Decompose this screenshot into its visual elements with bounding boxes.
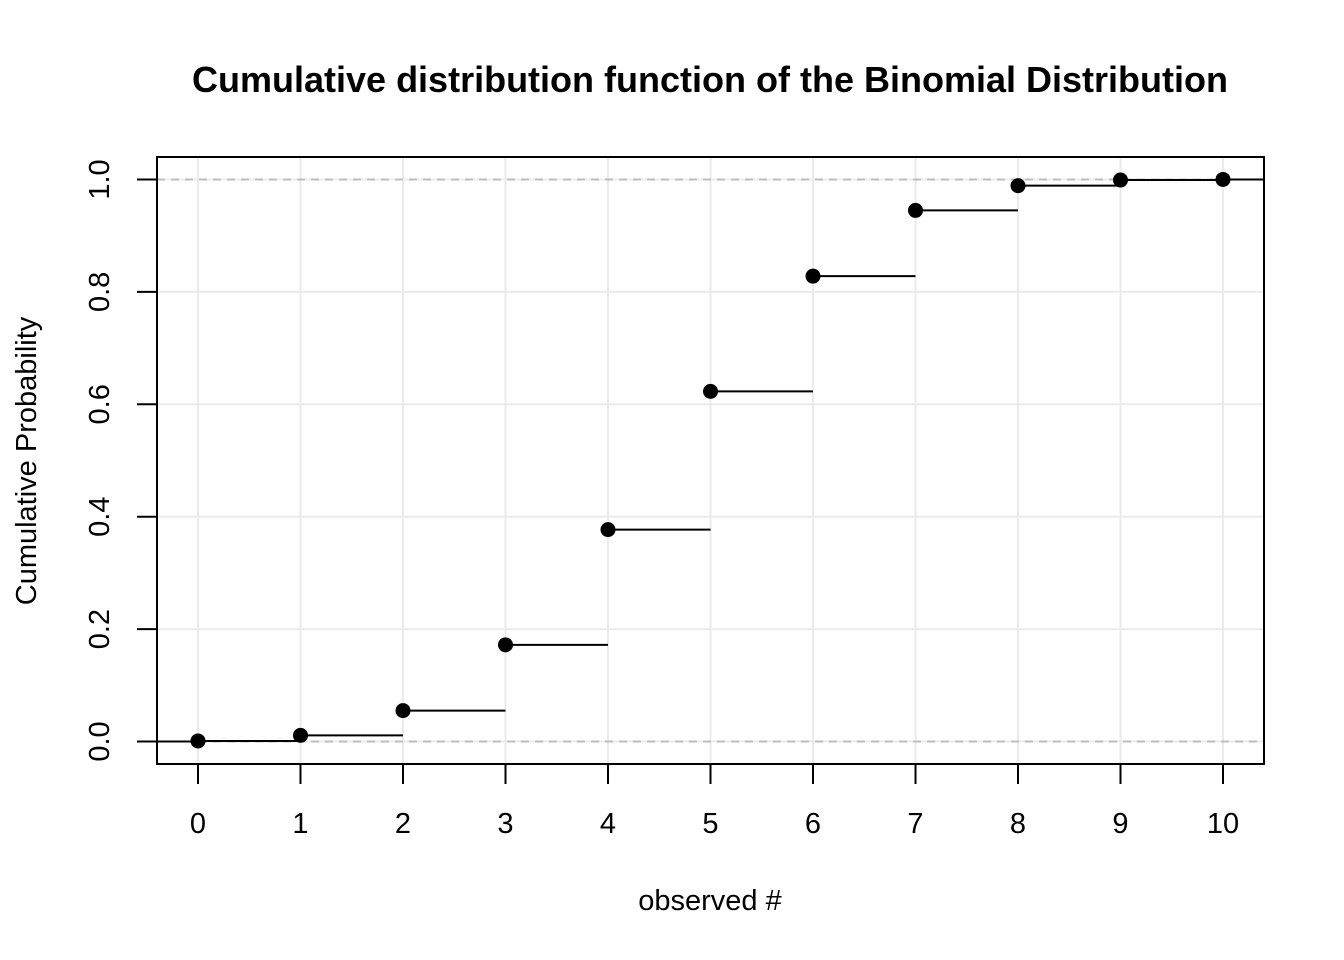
step-segments: [157, 178, 1264, 743]
x-tick-label: 8: [1010, 808, 1026, 840]
y-tick-label: 1.0: [84, 159, 116, 199]
data-point: [395, 703, 411, 719]
chart-title: Cumulative distribution function of the …: [192, 59, 1228, 100]
x-tick-label: 3: [497, 808, 513, 840]
y-tick-label: 0.2: [84, 609, 116, 649]
data-point: [600, 522, 616, 538]
data-point: [293, 727, 308, 743]
reference-lines: [157, 178, 1264, 743]
x-tick-label: 10: [1207, 808, 1239, 840]
data-point: [1010, 178, 1026, 194]
x-tick-label: 4: [600, 808, 616, 840]
y-axis-label: Cumulative Probability: [11, 316, 43, 605]
y-tick-label: 0.8: [84, 272, 116, 312]
y-tick-label: 0.4: [84, 497, 116, 537]
data-point: [908, 202, 923, 218]
x-tick-label: 0: [190, 808, 206, 840]
x-tick-label: 2: [395, 808, 411, 840]
data-point: [190, 733, 206, 749]
grid-lines: [157, 157, 1264, 764]
data-point: [498, 637, 513, 653]
data-point: [1215, 171, 1231, 187]
x-axis-label: observed #: [638, 885, 782, 917]
y-axis: 0.0 0.2 0.4 0.6 0.8 1.0: [84, 159, 157, 762]
data-point: [1113, 172, 1128, 188]
x-axis: 0 1 2 3 4 5 6 7 8 9 10: [190, 764, 1239, 840]
data-point: [703, 383, 718, 399]
x-tick-label: 9: [1112, 808, 1128, 840]
data-points: [190, 171, 1231, 749]
y-tick-label: 0.6: [84, 384, 116, 424]
y-tick-label: 0.0: [84, 721, 116, 761]
x-tick-label: 7: [907, 808, 923, 840]
x-tick-label: 1: [292, 808, 308, 840]
data-point: [805, 268, 821, 284]
x-tick-label: 6: [805, 808, 821, 840]
x-tick-label: 5: [702, 808, 718, 840]
